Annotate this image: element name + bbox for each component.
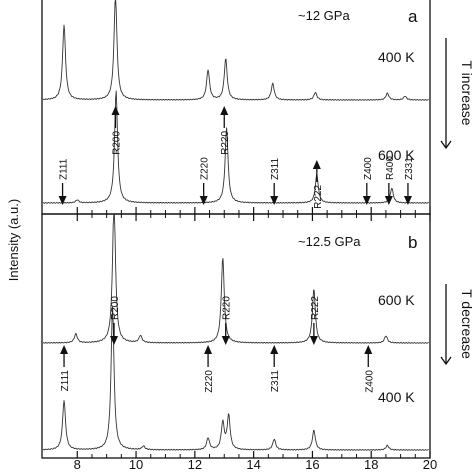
x-tick-label: 18 (364, 457, 378, 472)
peak-label: Z311 (270, 370, 281, 392)
peak-arrow-head (312, 160, 321, 169)
peak-arrow-head (220, 106, 229, 115)
panel-label: a (408, 7, 418, 26)
series-label: 600 K (378, 292, 415, 308)
peak-arrow-head (364, 345, 373, 354)
peak-arrow-head (110, 336, 119, 345)
peak-label: R222 (310, 296, 321, 320)
peak-label: Z220 (204, 370, 215, 393)
series-label: 400 K (378, 389, 415, 405)
x-tick-label: 12 (188, 457, 202, 472)
x-tick-label: 10 (129, 457, 143, 472)
peak-arrow-head (204, 345, 213, 354)
peak-arrow-head (309, 336, 318, 345)
peak-arrow-head (199, 196, 208, 205)
x-tick-label: 8 (74, 457, 81, 472)
peak-arrow-head (403, 196, 412, 205)
ramp-label: T increase (459, 60, 474, 125)
x-tick-label: 20 (423, 457, 437, 472)
trace-a-600k (42, 90, 430, 204)
panel-frame-b (41, 213, 431, 459)
peak-arrow-head (362, 196, 371, 205)
peak-label: Z111 (60, 370, 71, 392)
peak-arrow-head (270, 196, 279, 205)
peak-arrow-head (221, 336, 230, 345)
peak-label: Z311 (270, 158, 281, 180)
peak-label: Z220 (200, 157, 211, 180)
peak-arrow-head (384, 196, 393, 205)
peak-label: R200 (110, 296, 121, 320)
pressure-label: ~12.5 GPa (298, 234, 361, 249)
peak-label: R200 (111, 131, 122, 155)
panel-label: b (408, 233, 417, 252)
peak-label: R220 (220, 131, 231, 155)
ramp-arrow-head (440, 356, 452, 366)
trace-b-600k (42, 214, 430, 344)
panel-frame-a (41, 0, 431, 215)
pressure-label: ~12 GPa (298, 8, 350, 23)
peak-label: Z331 (404, 157, 415, 180)
peak-arrow-head (60, 345, 69, 354)
x-tick-label: 14 (246, 457, 260, 472)
y-axis-label: Intensity (a.u.) (6, 199, 21, 281)
peak-arrow-head (58, 196, 67, 205)
series-label: 400 K (378, 49, 415, 65)
peak-arrow-head (111, 106, 120, 115)
peak-label: Z400 (363, 157, 374, 180)
trace-b-400k (42, 305, 430, 451)
peak-label: R220 (222, 296, 233, 320)
peak-label: Z400 (364, 370, 375, 393)
peak-label: Z111 (59, 158, 70, 180)
trace-a-400k (42, 0, 430, 101)
ramp-arrow-head (440, 140, 452, 150)
x-tick-label: 16 (305, 457, 319, 472)
ramp-label: T decrease (459, 289, 474, 359)
series-label: 600 K (378, 147, 415, 163)
peak-label: R222 (313, 185, 324, 209)
peak-arrow-head (270, 345, 279, 354)
peak-label: R400 (385, 156, 396, 180)
